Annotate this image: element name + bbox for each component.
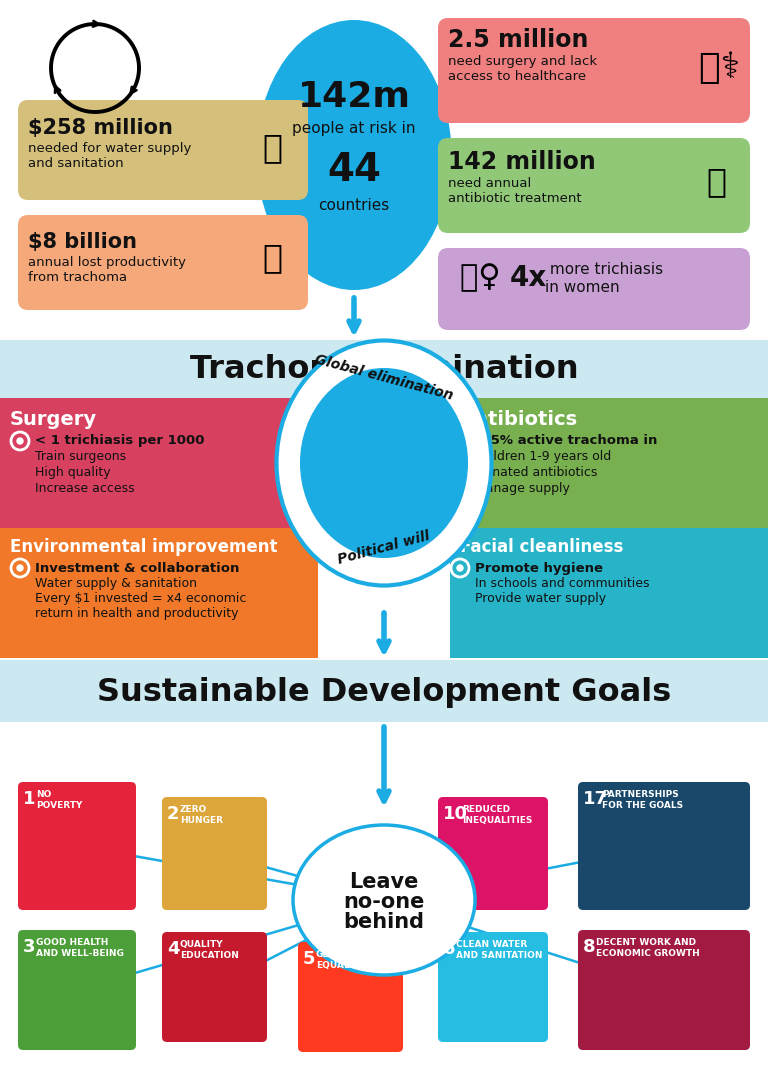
Text: < 5% active trachoma in: < 5% active trachoma in [475, 434, 657, 447]
FancyBboxPatch shape [18, 100, 308, 200]
Text: Increase access: Increase access [35, 482, 134, 495]
FancyBboxPatch shape [162, 932, 267, 1042]
Text: NO
POVERTY: NO POVERTY [36, 790, 82, 810]
Bar [0, 397, 768, 658]
FancyBboxPatch shape [162, 797, 267, 910]
Text: 2: 2 [167, 805, 180, 823]
Text: 142m: 142m [297, 80, 411, 114]
Text: Political will: Political will [336, 529, 432, 567]
Text: 44: 44 [327, 151, 381, 190]
Text: in women: in women [545, 280, 620, 296]
Text: 1: 1 [23, 790, 35, 808]
Text: Antibiotics: Antibiotics [460, 410, 578, 429]
Ellipse shape [300, 368, 468, 558]
FancyBboxPatch shape [18, 782, 136, 910]
Bar [0, 397, 318, 529]
Text: Trachoma elimination: Trachoma elimination [190, 354, 578, 386]
Text: more trichiasis: more trichiasis [545, 262, 663, 277]
Text: GENDER
EQUALITY: GENDER EQUALITY [316, 950, 366, 970]
Text: Donated antibiotics: Donated antibiotics [475, 466, 598, 479]
Text: Surgery: Surgery [10, 410, 97, 429]
Text: countries: countries [319, 197, 389, 212]
Text: 🚶‍♀️: 🚶‍♀️ [460, 263, 500, 292]
Text: Train surgeons: Train surgeons [35, 451, 126, 464]
Bar [0, 0, 768, 340]
Text: DECENT WORK AND
ECONOMIC GROWTH: DECENT WORK AND ECONOMIC GROWTH [596, 938, 700, 958]
Text: 💰: 💰 [262, 242, 282, 274]
Text: 8: 8 [583, 938, 596, 956]
Bar [0, 340, 768, 397]
FancyBboxPatch shape [578, 930, 750, 1051]
Circle shape [17, 565, 23, 571]
Text: PARTNERSHIPS
FOR THE GOALS: PARTNERSHIPS FOR THE GOALS [602, 790, 683, 810]
Text: Provide water supply: Provide water supply [475, 592, 606, 605]
Text: Promote hygiene: Promote hygiene [475, 562, 603, 575]
Text: Water supply & sanitation: Water supply & sanitation [35, 577, 197, 590]
Text: 4: 4 [167, 940, 180, 958]
Text: people at risk in: people at risk in [293, 121, 415, 136]
FancyBboxPatch shape [438, 248, 750, 330]
Text: Leave: Leave [349, 872, 419, 892]
Bar [450, 397, 768, 529]
FancyBboxPatch shape [438, 138, 750, 233]
Text: 3: 3 [23, 938, 35, 956]
Text: REDUCED
INEQUALITIES: REDUCED INEQUALITIES [462, 805, 532, 825]
Text: Facial cleanliness: Facial cleanliness [460, 538, 624, 556]
Ellipse shape [276, 340, 492, 586]
Text: 6: 6 [443, 940, 455, 958]
Text: need annual
antibiotic treatment: need annual antibiotic treatment [448, 177, 581, 205]
Text: < 1 trichiasis per 1000: < 1 trichiasis per 1000 [35, 434, 204, 447]
Text: $8 billion: $8 billion [28, 232, 137, 252]
Text: 142 million: 142 million [448, 151, 596, 174]
Text: Global elimination: Global elimination [313, 353, 455, 403]
Text: children 1-9 years old: children 1-9 years old [475, 451, 611, 464]
FancyBboxPatch shape [438, 18, 750, 123]
Text: 👨‍⚕️: 👨‍⚕️ [700, 51, 740, 84]
Circle shape [17, 438, 23, 444]
Text: In schools and communities: In schools and communities [475, 577, 650, 590]
Text: 2.5 million: 2.5 million [448, 28, 588, 52]
Text: ZERO
HUNGER: ZERO HUNGER [180, 805, 223, 825]
Text: needed for water supply
and sanitation: needed for water supply and sanitation [28, 142, 191, 170]
Text: High quality: High quality [35, 466, 111, 479]
Text: $258 million: $258 million [28, 118, 173, 138]
Text: annual lost productivity
from trachoma: annual lost productivity from trachoma [28, 256, 186, 284]
Text: behind: behind [343, 912, 425, 932]
Text: 10: 10 [443, 805, 468, 823]
Text: GOOD HEALTH
AND WELL-BEING: GOOD HEALTH AND WELL-BEING [36, 938, 124, 958]
FancyBboxPatch shape [18, 930, 136, 1051]
Text: return in health and productivity: return in health and productivity [35, 606, 239, 619]
Text: 🚰: 🚰 [262, 131, 282, 165]
Text: no-one: no-one [343, 892, 425, 912]
Circle shape [457, 438, 463, 444]
Text: Sustainable Development Goals: Sustainable Development Goals [97, 677, 671, 707]
Text: 17: 17 [583, 790, 608, 808]
FancyBboxPatch shape [18, 216, 308, 310]
Text: 💊: 💊 [706, 166, 726, 198]
Bar [0, 529, 318, 658]
Bar [450, 529, 768, 658]
Text: Investment & collaboration: Investment & collaboration [35, 562, 240, 575]
Ellipse shape [257, 19, 452, 290]
Ellipse shape [293, 825, 475, 975]
FancyBboxPatch shape [438, 797, 548, 910]
Bar [0, 722, 768, 1083]
Bar [0, 660, 768, 722]
Circle shape [457, 565, 463, 571]
FancyBboxPatch shape [578, 782, 750, 910]
Text: Environmental improvement: Environmental improvement [10, 538, 277, 556]
Text: QUALITY
EDUCATION: QUALITY EDUCATION [180, 940, 239, 961]
Text: 4x: 4x [510, 264, 548, 292]
Text: Manage supply: Manage supply [475, 482, 570, 495]
Text: Every $1 invested = x4 economic: Every $1 invested = x4 economic [35, 592, 247, 605]
FancyBboxPatch shape [298, 942, 403, 1052]
FancyBboxPatch shape [438, 932, 548, 1042]
Text: need surgery and lack
access to healthcare: need surgery and lack access to healthca… [448, 55, 598, 83]
Text: CLEAN WATER
AND SANITATION: CLEAN WATER AND SANITATION [456, 940, 542, 961]
Text: 5: 5 [303, 950, 316, 968]
